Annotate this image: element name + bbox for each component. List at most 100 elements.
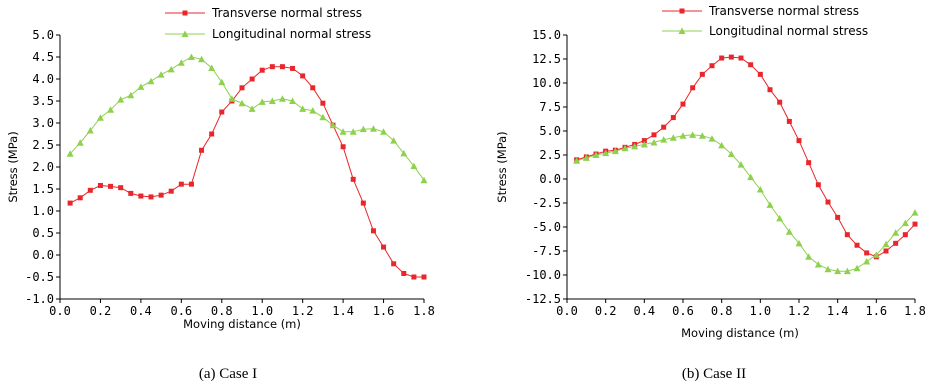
data-point-longitudinal: [278, 95, 286, 102]
data-point-transverse: [709, 63, 715, 69]
data-point-longitudinal: [238, 99, 246, 107]
data-point-longitudinal: [660, 136, 668, 143]
legend-longitudinal-label: Longitudinal normal stress: [212, 27, 371, 41]
data-point-longitudinal: [198, 55, 206, 63]
data-point-longitudinal: [776, 214, 784, 222]
data-point-transverse: [290, 65, 296, 71]
y-tick-label: -5.0: [532, 220, 561, 234]
data-point-longitudinal: [66, 150, 74, 157]
data-point-transverse: [209, 131, 215, 137]
data-point-longitudinal: [872, 251, 880, 258]
x-tick-label: 1.6: [865, 304, 887, 318]
y-tick-label: 1.0: [32, 204, 54, 218]
x-axis-ticks: 0.0 0.2 0.4 0.6 0.8 1.0 1.2 1.4 1.6 1.8: [556, 299, 926, 318]
data-point-longitudinal: [679, 132, 687, 139]
x-tick-label: 0.0: [49, 304, 71, 318]
data-point-transverse: [893, 240, 899, 246]
data-point-transverse: [340, 144, 346, 150]
legend-longitudinal-marker: [181, 30, 189, 37]
data-point-longitudinal: [258, 98, 266, 105]
data-point-longitudinal: [727, 150, 735, 158]
data-point-longitudinal: [756, 186, 764, 193]
y-tick-label: 3.5: [32, 94, 54, 108]
legend-longitudinal-marker: [678, 27, 686, 34]
x-tick-label: 0.6: [672, 304, 694, 318]
x-tick-label: 1.0: [749, 304, 771, 318]
data-point-longitudinal: [268, 97, 276, 104]
x-tick-label: 0.4: [633, 304, 655, 318]
data-point-transverse: [381, 244, 387, 250]
data-point-transverse: [148, 194, 154, 200]
x-axis-ticks: 0.0 0.2 0.4 0.6 0.8 1.0 1.2 1.4 1.6 1.8: [49, 299, 435, 318]
data-point-longitudinal: [147, 77, 155, 85]
y-tick-label: -7.5: [532, 244, 561, 258]
data-point-longitudinal: [814, 260, 822, 268]
y-tick-label: 2.5: [32, 138, 54, 152]
y-tick-label: -10.0: [525, 268, 561, 282]
data-point-transverse: [699, 71, 705, 77]
data-point-transverse: [300, 73, 306, 79]
data-point-longitudinal: [309, 107, 317, 114]
x-tick-label: 0.2: [90, 304, 112, 318]
data-point-longitudinal: [843, 267, 851, 275]
data-point-transverse: [719, 55, 725, 61]
data-point-longitudinal: [853, 264, 861, 272]
data-point-transverse: [249, 76, 255, 82]
data-point-transverse: [360, 200, 366, 206]
data-point-transverse: [864, 250, 870, 256]
data-point-transverse: [320, 100, 326, 106]
data-point-transverse: [854, 242, 860, 248]
data-point-longitudinal: [669, 134, 677, 141]
x-tick-label: 1.4: [332, 304, 354, 318]
data-point-transverse: [815, 182, 821, 188]
data-point-longitudinal: [248, 105, 256, 112]
y-axis-label: Stress (MPa): [6, 131, 20, 202]
data-point-longitudinal: [349, 128, 357, 135]
x-tick-label: 0.4: [130, 304, 152, 318]
data-point-transverse: [370, 228, 376, 234]
series-line-longitudinal: [69, 56, 425, 181]
data-point-transverse: [670, 115, 676, 121]
y-tick-label: 10.0: [532, 76, 561, 90]
data-point-longitudinal: [137, 83, 145, 90]
x-axis-label: Moving distance (m): [681, 326, 799, 340]
data-point-longitudinal: [785, 228, 793, 235]
data-point-transverse: [178, 181, 184, 187]
x-tick-label: 0.6: [170, 304, 192, 318]
x-tick-label: 1.6: [373, 304, 395, 318]
data-point-longitudinal: [177, 59, 185, 66]
data-point-transverse: [777, 99, 783, 105]
data-point-longitudinal: [299, 105, 307, 112]
x-tick-label: 1.8: [904, 304, 926, 318]
data-point-longitudinal: [228, 95, 236, 102]
y-tick-label: 15.0: [532, 28, 561, 42]
data-point-transverse: [199, 147, 205, 153]
y-tick-label: 4.5: [32, 50, 54, 64]
y-tick-label: 5.0: [32, 28, 54, 42]
y-tick-label: -0.5: [25, 270, 54, 284]
data-point-transverse: [641, 138, 647, 144]
y-tick-label: 7.5: [539, 100, 561, 114]
data-point-transverse: [239, 85, 245, 91]
x-axis-label: Moving distance (m): [183, 317, 301, 331]
legend: Transverse normal stress Longitudinal no…: [662, 4, 868, 38]
data-point-longitudinal: [766, 201, 774, 208]
data-point-transverse: [796, 138, 802, 144]
data-point-longitudinal: [289, 97, 297, 104]
legend-transverse-marker: [679, 8, 685, 14]
data-point-transverse: [844, 232, 850, 238]
y-tick-label: 0.0: [32, 248, 54, 262]
legend-transverse-marker: [182, 10, 188, 16]
y-tick-label: -1.0: [25, 292, 54, 306]
data-point-transverse: [411, 274, 417, 280]
data-point-transverse: [168, 188, 174, 194]
y-tick-label: 2.5: [539, 148, 561, 162]
data-point-longitudinal: [76, 139, 84, 146]
y-axis-ticks: -12.5 -10.0 -7.5 -5.0 -2.5 0.0 2.5 5.0 7.5 10.0 12…: [525, 28, 567, 306]
data-point-transverse: [391, 261, 397, 267]
data-point-longitudinal: [621, 144, 629, 152]
data-point-longitudinal: [390, 137, 398, 144]
legend-longitudinal-label: Longitudinal normal stress: [709, 24, 868, 38]
axes: [566, 35, 915, 300]
y-tick-label: 2.0: [32, 160, 54, 174]
